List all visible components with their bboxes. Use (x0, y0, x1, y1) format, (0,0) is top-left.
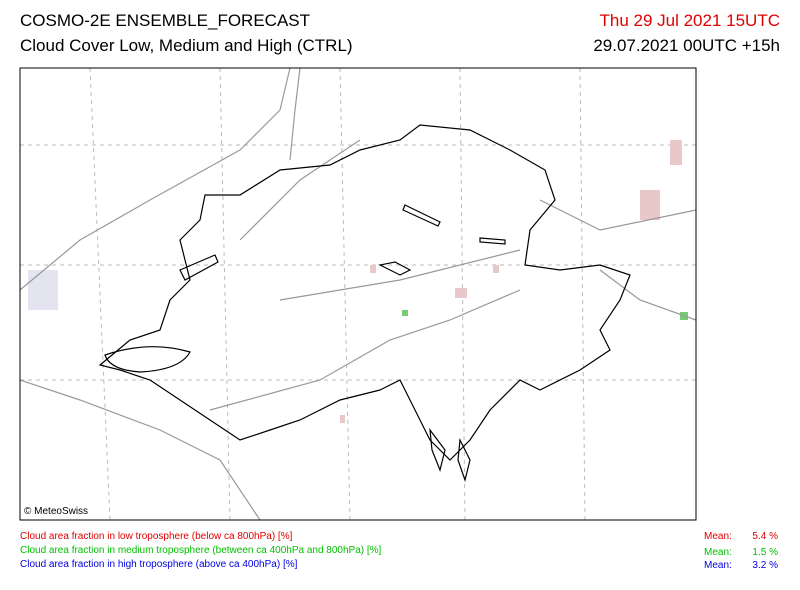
valid-time: Thu 29 Jul 2021 15UTC (599, 11, 781, 30)
mean-value: 1.5 % (752, 547, 778, 558)
country-outlines (19, 67, 697, 521)
legend-label: Cloud area fraction in high troposphere … (20, 559, 298, 570)
mean-value: 5.4 % (752, 531, 778, 542)
graticule (20, 67, 696, 521)
mean-label: Mean: (704, 531, 732, 542)
copyright: © MeteoSwiss (24, 506, 88, 517)
legend-label: Cloud area fraction in low troposphere (… (20, 531, 293, 542)
cloud-patches-medium (402, 310, 688, 320)
mean-label: Mean: (704, 560, 732, 571)
run-time: 29.07.2021 00UTC +15h (593, 36, 780, 55)
map-frame (19, 67, 697, 521)
mean-label: Mean: (704, 547, 732, 558)
legend-label: Cloud area fraction in medium tropospher… (20, 545, 382, 556)
switzerland-border (98, 124, 631, 483)
cloud-patches (28, 140, 682, 423)
subtitle: Cloud Cover Low, Medium and High (CTRL) (20, 36, 353, 55)
mean-value: 3.2 % (752, 560, 778, 571)
title: COSMO-2E ENSEMBLE_FORECAST (20, 11, 311, 30)
